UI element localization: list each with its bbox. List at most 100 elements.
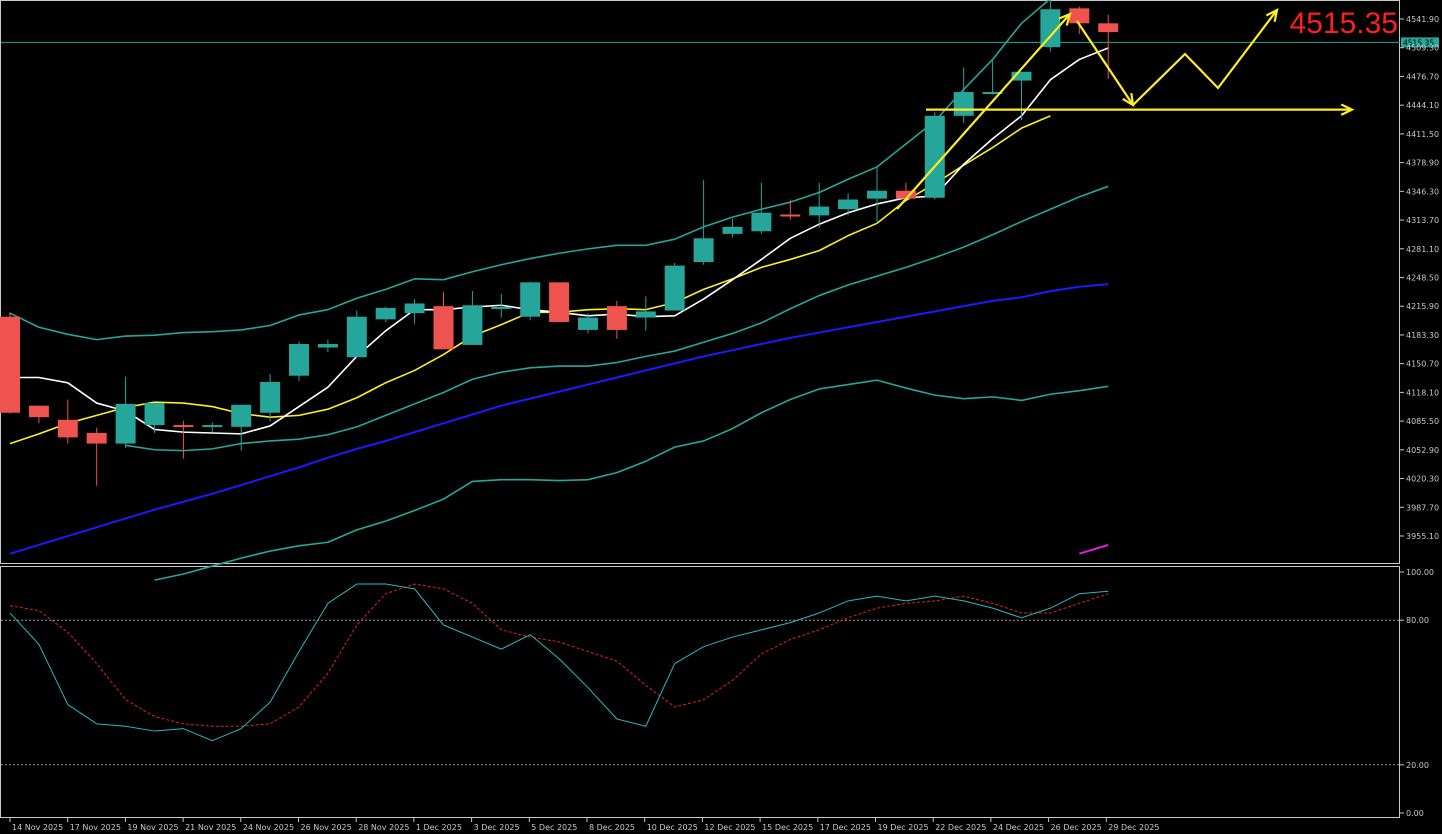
price-tick-label: 4052.90 [1406, 446, 1439, 455]
date-tick-label: 29 Dec 2025 [1108, 823, 1159, 832]
price-tick-label: 4476.70 [1406, 72, 1439, 81]
bollinger-lower-line [154, 379, 1109, 581]
big-price-label: 4515.35 [1290, 7, 1398, 40]
forecast-arrows [896, 7, 1355, 210]
price-tick-label: 4248.50 [1406, 274, 1439, 283]
price-tick-label: 4541.90 [1406, 15, 1439, 24]
price-tick-label: 4215.90 [1406, 302, 1439, 311]
candle-body [1069, 8, 1090, 24]
date-tick-label: 17 Nov 2025 [70, 823, 121, 832]
ma-fast-white-line [10, 47, 1109, 435]
candle-body [1040, 9, 1061, 48]
horizontal-arrow-head [1340, 103, 1355, 116]
price-tick-label: 4085.50 [1406, 417, 1439, 426]
candle-body [462, 305, 483, 345]
oscillator-tick-label: 0.00 [1406, 809, 1424, 818]
oscillator-main-line [9, 583, 1109, 742]
oscillator-signal-line [9, 583, 1109, 727]
main-panel-frame [0, 0, 1400, 564]
candle-body [173, 425, 194, 428]
candle-body [28, 405, 49, 418]
stochastic-oscillator [9, 583, 1109, 742]
date-tick-label: 12 Dec 2025 [704, 823, 755, 832]
candle-body [115, 403, 136, 444]
candle-body [780, 214, 801, 217]
candle-body [982, 92, 1003, 95]
candle-body [809, 206, 830, 216]
oscillator-tick-label: 100.00 [1406, 568, 1434, 577]
candle-body [953, 92, 974, 116]
date-tick-label: 22 Dec 2025 [935, 823, 986, 832]
date-tick-label: 15 Dec 2025 [762, 823, 813, 832]
price-tick-label: 3987.70 [1406, 503, 1439, 512]
date-tick-label: 28 Nov 2025 [358, 823, 409, 832]
price-tick-label: 4444.10 [1406, 101, 1439, 110]
candle-body [404, 303, 425, 314]
price-tick-label: 4150.70 [1406, 360, 1439, 369]
candle-body [924, 115, 945, 198]
price-tick-label: 4313.70 [1406, 216, 1439, 225]
oscillator-tick-label: 20.00 [1406, 761, 1429, 770]
price-tick-label: 3955.10 [1406, 532, 1439, 541]
candle-body [86, 433, 107, 444]
date-tick-label: 26 Nov 2025 [301, 823, 352, 832]
oscillator-axis: 100.00 80.00 20.00 0.00 [1400, 568, 1434, 818]
date-tick-label: 5 Dec 2025 [531, 823, 577, 832]
candle-body [260, 381, 281, 413]
candle-body [144, 403, 165, 426]
date-tick-label: 19 Dec 2025 [878, 823, 929, 832]
candle-body [289, 344, 309, 376]
candle-body [606, 306, 627, 330]
date-tick-label: 1 Dec 2025 [416, 823, 462, 832]
candle-body [635, 311, 656, 318]
price-tick-label: 4020.30 [1406, 475, 1439, 484]
pullback-arrow [1076, 20, 1134, 106]
oscillator-panel-frame [0, 566, 1400, 818]
date-tick-label: 17 Dec 2025 [820, 823, 871, 832]
candle-body [722, 226, 743, 234]
candle-body [578, 317, 598, 330]
magenta-line [1079, 543, 1109, 555]
price-tick-label: 4411.50 [1406, 130, 1439, 139]
price-tick-label: 4378.90 [1406, 159, 1439, 168]
current-price-line: 4515.35 [1, 37, 1439, 48]
zigzag-forecast-arrow [1132, 9, 1278, 106]
uptrend-arrow-head [1058, 12, 1072, 26]
price-tick-label: 4118.10 [1406, 388, 1439, 397]
ma-slow-blue-line [9, 283, 1109, 555]
date-tick-label: 24 Dec 2025 [993, 823, 1044, 832]
candle-body [317, 344, 338, 348]
uptrend-arrow [896, 13, 1071, 210]
bollinger-middle-line [125, 185, 1109, 452]
candle-body [1098, 23, 1119, 33]
candlesticks [0, 0, 1119, 486]
candle-body [231, 404, 252, 427]
date-tick-label: 14 Nov 2025 [12, 823, 63, 832]
price-axis: 4541.90 4509.30 4476.70 4444.10 4411.50 4378.… [1400, 15, 1439, 541]
candle-body [549, 282, 570, 322]
candle-body [202, 425, 223, 428]
candle-body [491, 307, 512, 310]
ma-mid-yellow-line [9, 115, 1051, 445]
candle-body [664, 265, 685, 311]
candle-body [867, 190, 887, 199]
candle-body [838, 199, 859, 210]
candle-body [57, 419, 78, 438]
candle-body [346, 316, 367, 358]
price-tick-label: 4509.30 [1406, 44, 1439, 53]
candle-body [751, 212, 772, 232]
date-tick-label: 26 Dec 2025 [1051, 823, 1102, 832]
date-tick-label: 24 Nov 2025 [243, 823, 294, 832]
date-tick-label: 19 Nov 2025 [127, 823, 178, 832]
candle-body [895, 190, 916, 199]
price-tick-label: 4346.30 [1406, 187, 1439, 196]
candle-body [1011, 71, 1032, 81]
current-price-tag-label: 4515.35 [1403, 38, 1434, 47]
candle-body [693, 238, 714, 263]
candle-body [0, 316, 20, 413]
date-axis: 14 Nov 2025 17 Nov 2025 19 Nov 2025 21 Nov … [9, 818, 1159, 832]
zigzag-arrow-head [1265, 7, 1279, 22]
candle-body [520, 282, 541, 317]
date-tick-label: 8 Dec 2025 [589, 823, 635, 832]
